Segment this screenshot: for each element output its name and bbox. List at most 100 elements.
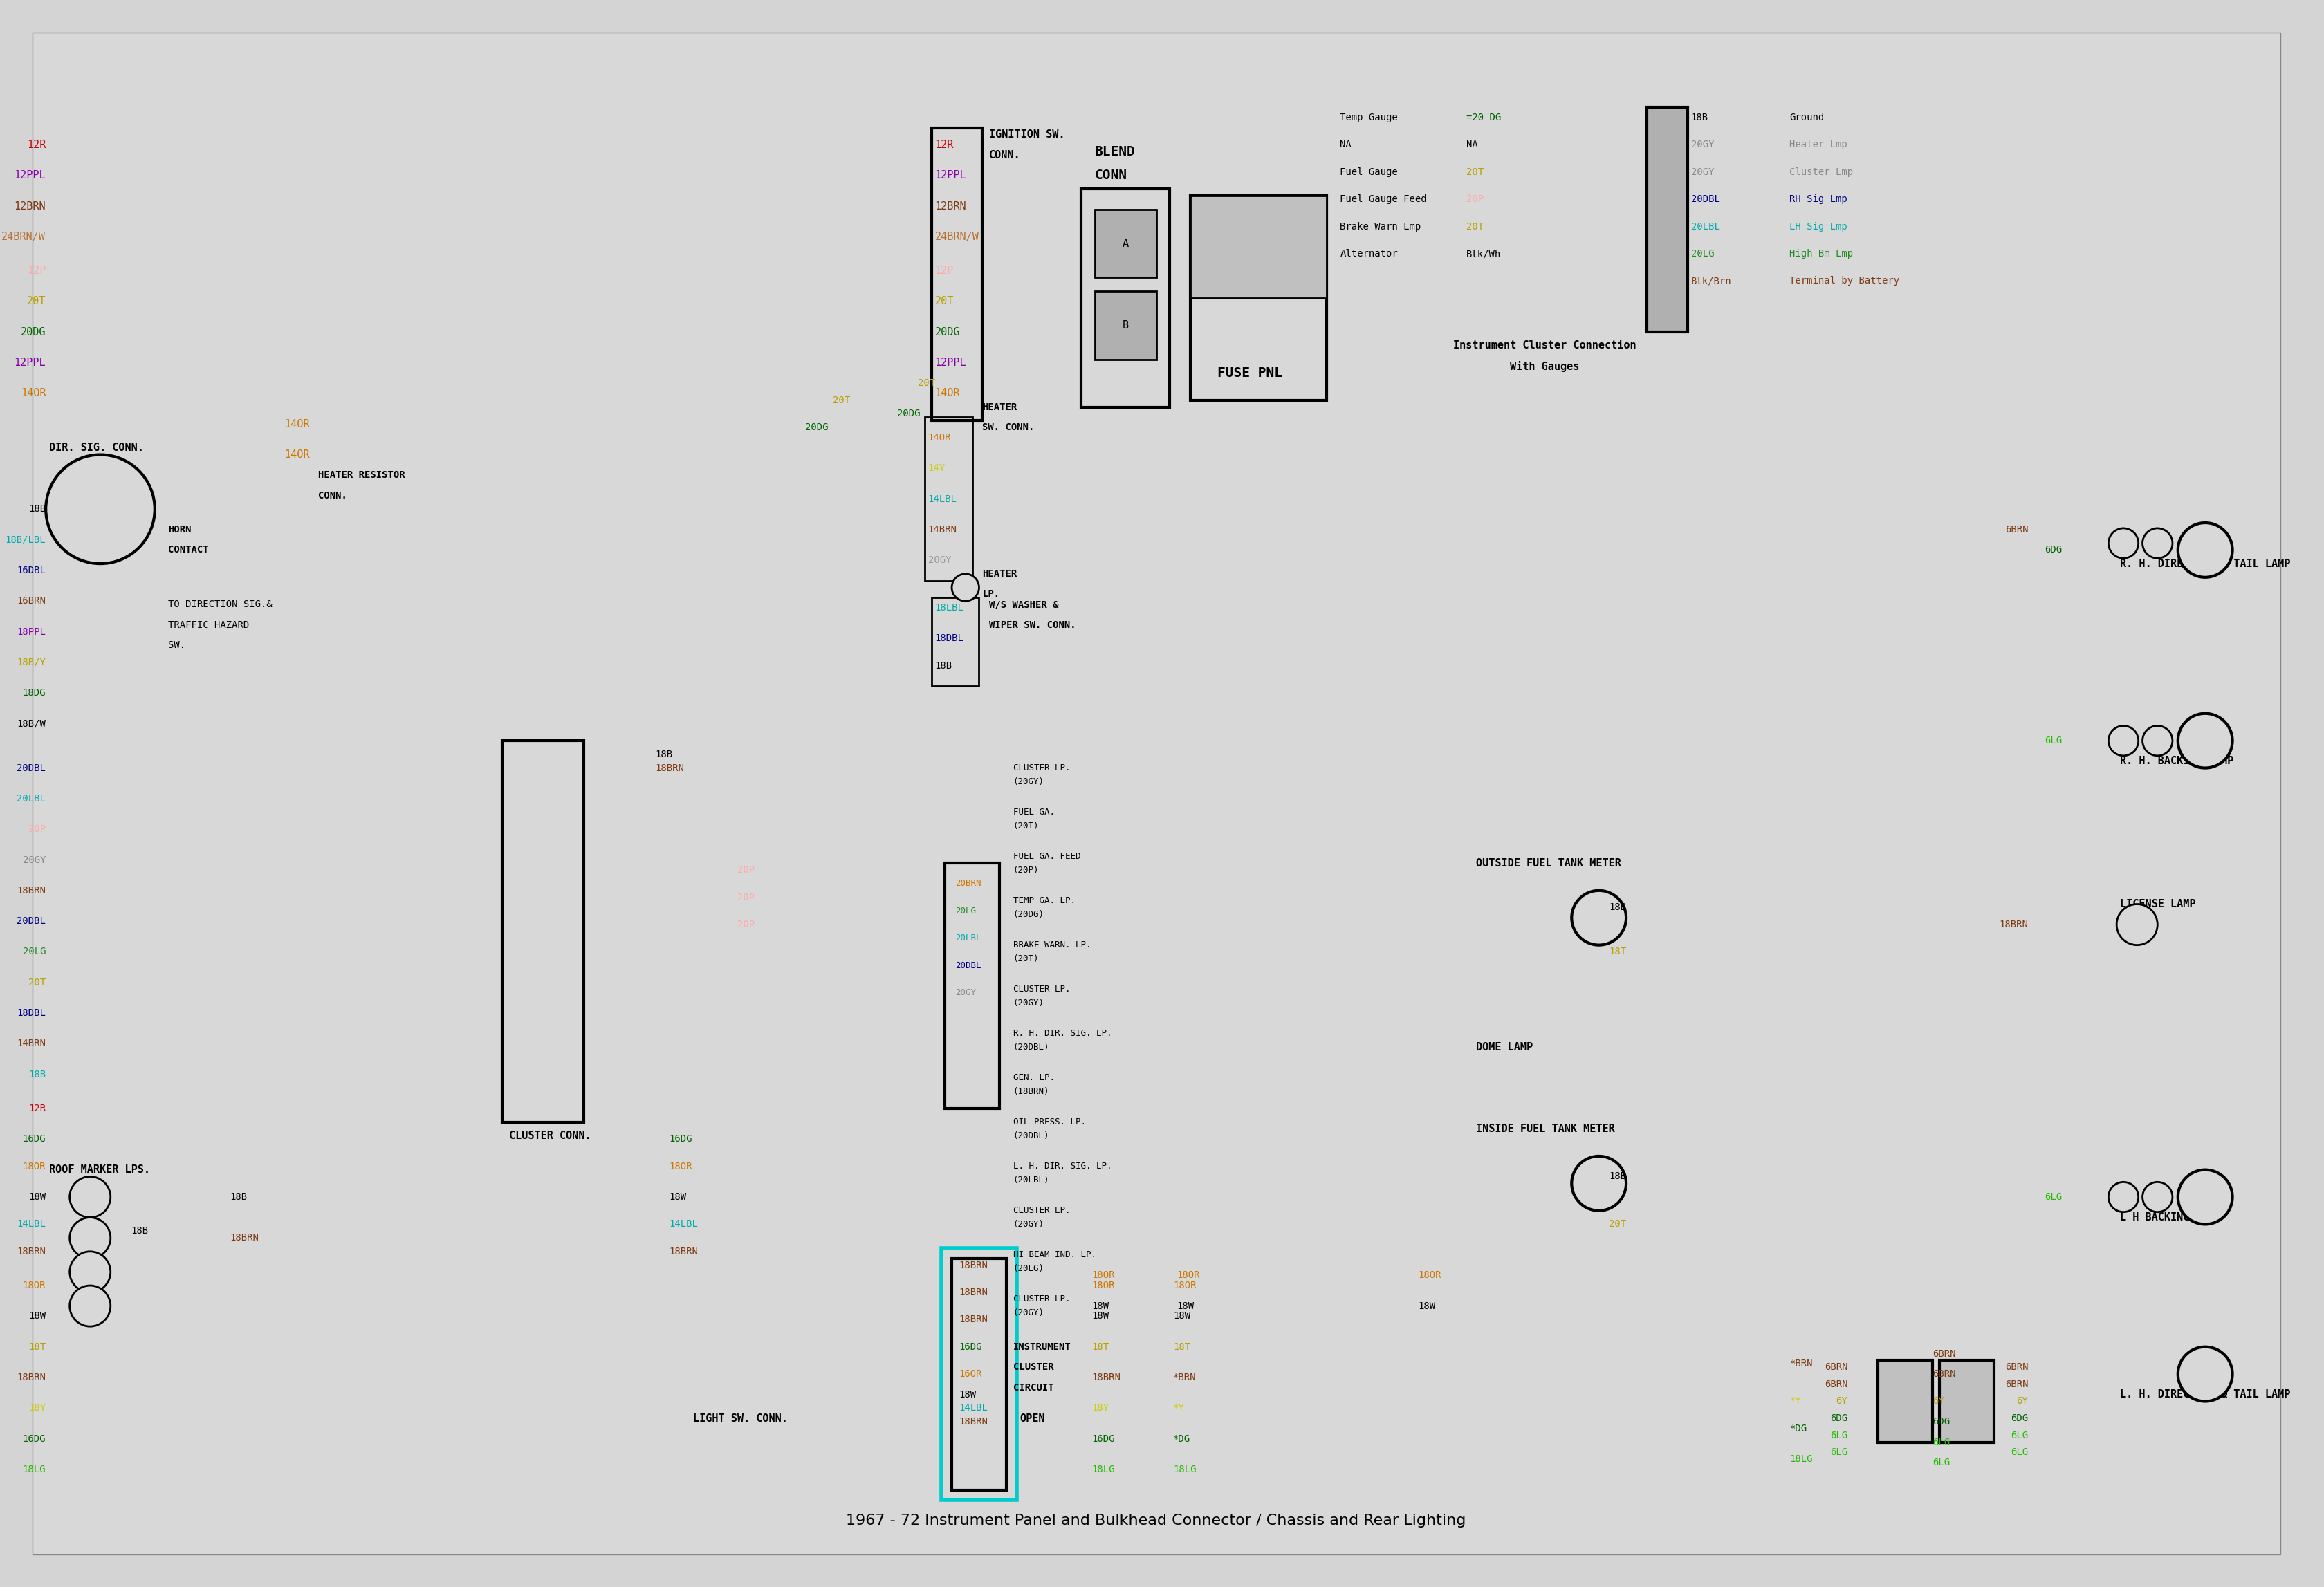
Text: FUSE PNL: FUSE PNL <box>1218 367 1283 379</box>
Text: HEATER: HEATER <box>983 402 1018 413</box>
Text: 20GY: 20GY <box>927 555 951 565</box>
Text: CLUSTER CONN.: CLUSTER CONN. <box>509 1130 590 1141</box>
Text: 6DG: 6DG <box>2045 546 2061 555</box>
Circle shape <box>2143 725 2173 755</box>
Bar <box>932 129 983 421</box>
Text: 20DBL: 20DBL <box>1692 195 1720 205</box>
Text: L. H. DIR. SIG. LP.: L. H. DIR. SIG. LP. <box>1013 1162 1111 1171</box>
Text: Cluster Lmp: Cluster Lmp <box>1789 167 1852 176</box>
Text: TO DIRECTION SIG.&: TO DIRECTION SIG.& <box>167 600 272 609</box>
Text: 14OR: 14OR <box>284 419 309 428</box>
Text: 20P: 20P <box>737 920 755 930</box>
Text: Brake Warn Lmp: Brake Warn Lmp <box>1341 222 1422 232</box>
Text: 18BRN: 18BRN <box>16 886 46 895</box>
Text: LH Sig Lmp: LH Sig Lmp <box>1789 222 1848 232</box>
Text: High Bm Lmp: High Bm Lmp <box>1789 249 1852 259</box>
Text: (20P): (20P) <box>1013 865 1039 874</box>
Bar <box>1648 108 1687 332</box>
Text: 20GY: 20GY <box>1692 140 1715 149</box>
Text: 16OR: 16OR <box>957 1370 981 1379</box>
Text: 18B: 18B <box>934 660 953 671</box>
Text: 18W: 18W <box>957 1390 976 1400</box>
Text: *Y: *Y <box>1174 1403 1185 1412</box>
Text: 6LG: 6LG <box>2045 736 2061 746</box>
Text: BRAKE WARN. LP.: BRAKE WARN. LP. <box>1013 941 1090 949</box>
Text: 18OR: 18OR <box>23 1281 46 1290</box>
Text: 12P: 12P <box>934 265 953 276</box>
Text: CONN: CONN <box>1095 168 1127 183</box>
Bar <box>925 417 971 581</box>
Text: Blk/Brn: Blk/Brn <box>1692 276 1731 286</box>
Text: HEATER: HEATER <box>983 570 1018 579</box>
Text: 20GY: 20GY <box>23 855 46 865</box>
Text: IGNITION SW.: IGNITION SW. <box>990 130 1064 140</box>
Text: 20DG: 20DG <box>934 327 960 338</box>
Text: 24BRN/W: 24BRN/W <box>934 232 978 241</box>
Text: R. H. DIRECTION & TAIL LAMP: R. H. DIRECTION & TAIL LAMP <box>2119 559 2291 568</box>
Text: 14OR: 14OR <box>927 433 951 443</box>
Text: 18B: 18B <box>1608 1171 1627 1181</box>
Text: 18W: 18W <box>1174 1311 1190 1320</box>
Text: (20GY): (20GY) <box>1013 1308 1043 1317</box>
Text: 20P: 20P <box>1466 195 1483 205</box>
Text: 14OR: 14OR <box>934 389 960 398</box>
Text: 18B: 18B <box>28 505 46 514</box>
Text: 18OR: 18OR <box>1092 1281 1116 1290</box>
Text: INSIDE FUEL TANK METER: INSIDE FUEL TANK METER <box>1476 1124 1615 1135</box>
Circle shape <box>46 455 156 563</box>
Text: 20P: 20P <box>737 892 755 901</box>
Text: 20DG: 20DG <box>897 409 920 419</box>
Text: 14Y: 14Y <box>927 463 946 473</box>
Text: 18BRN: 18BRN <box>230 1233 258 1243</box>
Text: 18DG: 18DG <box>23 689 46 698</box>
Text: 14LBL: 14LBL <box>669 1219 697 1228</box>
Text: (20LBL): (20LBL) <box>1013 1176 1050 1184</box>
Text: CONN.: CONN. <box>990 149 1020 160</box>
Circle shape <box>2143 1182 2173 1212</box>
Text: 6BRN: 6BRN <box>2006 525 2029 535</box>
Text: 20T: 20T <box>918 378 934 387</box>
Text: 18LG: 18LG <box>1789 1454 1813 1465</box>
Text: LICENSE LAMP: LICENSE LAMP <box>2119 898 2196 909</box>
Text: 16DG: 16DG <box>23 1435 46 1444</box>
Text: 18T: 18T <box>1092 1343 1109 1352</box>
Text: *BRN: *BRN <box>1174 1373 1197 1382</box>
Text: CLUSTER LP.: CLUSTER LP. <box>1013 1295 1069 1303</box>
Text: CIRCUIT: CIRCUIT <box>1013 1382 1053 1392</box>
Text: DIR. SIG. CONN.: DIR. SIG. CONN. <box>49 443 144 452</box>
Circle shape <box>2178 522 2233 578</box>
Bar <box>941 1247 1016 1500</box>
Text: 18DBL: 18DBL <box>934 633 964 643</box>
Text: (20T): (20T) <box>1013 822 1039 830</box>
Text: CLUSTER LP.: CLUSTER LP. <box>1013 986 1069 993</box>
Text: 14LBL: 14LBL <box>16 1219 46 1228</box>
Text: WIPER SW. CONN.: WIPER SW. CONN. <box>990 621 1076 630</box>
Text: W/S WASHER &: W/S WASHER & <box>990 600 1060 609</box>
Text: 18BRN: 18BRN <box>1092 1373 1120 1382</box>
Text: 18BRN: 18BRN <box>1999 920 2029 930</box>
Text: 20P: 20P <box>737 865 755 874</box>
Text: 20T: 20T <box>934 297 953 306</box>
Text: 12PPL: 12PPL <box>14 357 46 368</box>
Text: (20GY): (20GY) <box>1013 1220 1043 1228</box>
Text: 18W: 18W <box>669 1192 686 1201</box>
Text: 6BRN: 6BRN <box>1824 1362 1848 1373</box>
Text: 18LBL: 18LBL <box>934 603 964 613</box>
Text: 20DG: 20DG <box>21 327 46 338</box>
Text: NA: NA <box>1466 140 1478 149</box>
Text: 18OR: 18OR <box>669 1162 693 1171</box>
Text: HI BEAM IND. LP.: HI BEAM IND. LP. <box>1013 1251 1097 1260</box>
Text: Blk/Wh: Blk/Wh <box>1466 249 1501 259</box>
Text: OIL PRESS. LP.: OIL PRESS. LP. <box>1013 1117 1085 1127</box>
Text: 18BRN: 18BRN <box>16 1247 46 1257</box>
Text: 6BRN: 6BRN <box>1934 1349 1957 1358</box>
Text: B: B <box>1122 321 1129 330</box>
Text: 18W: 18W <box>1092 1311 1109 1320</box>
Text: 16BRN: 16BRN <box>16 597 46 606</box>
Text: 18W: 18W <box>28 1192 46 1201</box>
Bar <box>1095 292 1155 359</box>
Text: 18LG: 18LG <box>1174 1465 1197 1474</box>
Bar <box>953 1258 1006 1490</box>
Text: 6LG: 6LG <box>2010 1447 2029 1457</box>
Text: LIGHT SW. CONN.: LIGHT SW. CONN. <box>693 1412 788 1424</box>
